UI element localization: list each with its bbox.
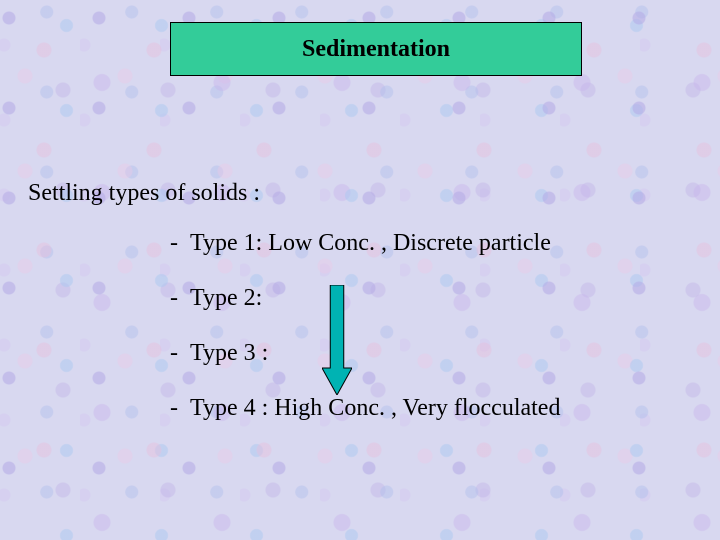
dash-icon: - (170, 230, 190, 257)
dash-icon: - (170, 285, 190, 312)
list-item-label: Type 3 : (190, 340, 268, 367)
down-arrow-icon (322, 285, 352, 395)
slide: Sedimentation Settling types of solids :… (0, 0, 720, 540)
title-box: Sedimentation (170, 22, 582, 76)
list-item-label: Type 2: (190, 285, 262, 312)
list-item-label: Type 1: Low Conc. , Discrete particle (190, 230, 551, 257)
dash-icon: - (170, 395, 190, 422)
dash-icon: - (170, 340, 190, 367)
list-item: - Type 3 : (170, 340, 560, 367)
slide-title: Sedimentation (302, 36, 450, 63)
subtitle: Settling types of solids : (28, 180, 260, 207)
type-list: - Type 1: Low Conc. , Discrete particle … (170, 230, 560, 422)
list-item: - Type 2: (170, 285, 560, 312)
list-item-label: Type 4 : High Conc. , Very flocculated (190, 395, 560, 422)
list-item: - Type 1: Low Conc. , Discrete particle (170, 230, 560, 257)
list-item: - Type 4 : High Conc. , Very flocculated (170, 395, 560, 422)
